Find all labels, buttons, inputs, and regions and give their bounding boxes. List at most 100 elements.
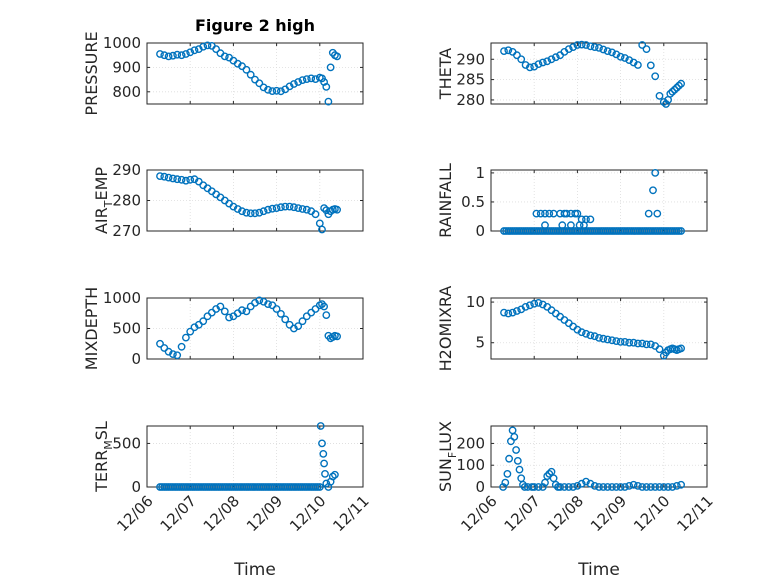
data-point <box>638 41 647 49</box>
data-point <box>655 483 664 491</box>
data-point <box>526 63 534 72</box>
data-point <box>672 83 681 92</box>
data-point <box>590 332 599 341</box>
data-point <box>677 79 685 88</box>
data-point <box>545 209 554 218</box>
data-point <box>238 306 246 315</box>
data-point <box>255 296 264 305</box>
data-point <box>324 97 333 106</box>
y-tick-label: 1000 <box>103 34 141 52</box>
data-point <box>276 309 285 318</box>
data-point <box>612 337 621 345</box>
data-point <box>181 176 190 185</box>
data-point <box>662 100 670 108</box>
data-point <box>651 168 660 177</box>
data-point <box>186 327 195 336</box>
data-point <box>638 483 647 491</box>
data-point <box>164 52 173 61</box>
data-point <box>510 432 519 441</box>
y-axis-label: SUNFLUX <box>436 421 459 492</box>
y-tick-label: 285 <box>456 71 485 89</box>
data-point <box>577 328 586 337</box>
data-point <box>556 483 564 491</box>
x-tick-label: 12/10 <box>630 492 673 535</box>
data-point <box>621 54 629 62</box>
data-point <box>289 80 298 88</box>
series-mixdepth <box>156 296 341 360</box>
data-point <box>534 60 543 68</box>
y-axis-label: H2OMIXRA <box>436 286 455 372</box>
data-point <box>675 81 683 90</box>
data-point <box>668 87 677 96</box>
data-point <box>181 333 190 342</box>
data-point <box>298 205 307 213</box>
data-point <box>625 481 634 490</box>
data-point <box>564 483 573 491</box>
data-point <box>500 47 508 55</box>
x-tick-label: 12/07 <box>501 492 544 535</box>
data-point <box>642 483 651 491</box>
data-point <box>599 334 608 343</box>
data-point <box>173 351 182 360</box>
data-point <box>577 40 586 49</box>
data-point <box>311 210 320 219</box>
panel-rainfall: 0 0.5 1 RAINFALL <box>436 163 708 240</box>
data-point <box>503 469 512 478</box>
data-point <box>264 205 272 214</box>
data-point <box>298 76 307 85</box>
data-point <box>642 340 651 349</box>
data-point <box>586 215 595 224</box>
data-point <box>259 207 268 216</box>
data-point <box>642 45 651 53</box>
data-point <box>573 209 582 218</box>
data-point <box>655 345 664 354</box>
chart-title: Figure 2 high <box>195 16 315 35</box>
data-point <box>276 87 285 96</box>
data-point <box>651 483 660 491</box>
y-tick-label: 100 <box>456 456 485 474</box>
data-point <box>319 449 328 458</box>
data-point <box>547 55 556 64</box>
data-point <box>504 46 513 55</box>
x-axis-label: Time <box>577 560 620 580</box>
data-point <box>272 204 281 213</box>
data-point <box>616 483 625 491</box>
y-tick-label: 0 <box>131 350 141 368</box>
x-tick-label: 12/11 <box>673 492 716 535</box>
data-point <box>512 446 520 454</box>
data-point <box>530 299 539 308</box>
y-axis-label: MIXDEPTH <box>82 287 101 370</box>
data-point <box>268 87 277 96</box>
data-point <box>603 47 612 55</box>
data-point <box>315 483 324 491</box>
y-tick-label: 270 <box>112 222 141 240</box>
data-point <box>168 350 177 358</box>
data-point <box>160 51 169 60</box>
y-tick-label: 290 <box>456 50 485 68</box>
data-point <box>651 72 660 81</box>
data-point <box>294 322 303 330</box>
data-point <box>560 483 569 491</box>
data-point <box>536 209 545 218</box>
data-point <box>168 174 177 183</box>
x-tick-label: 12/10 <box>286 492 329 535</box>
data-point <box>504 309 513 318</box>
data-point <box>541 221 549 230</box>
y-tick-label: 1 <box>475 164 485 182</box>
y-tick-label: 0 <box>131 478 141 496</box>
x-tick-label: 12/07 <box>157 492 200 535</box>
data-point <box>276 203 285 212</box>
data-point <box>634 481 642 490</box>
data-point <box>599 483 608 491</box>
data-point <box>320 204 328 213</box>
data-point <box>302 205 311 214</box>
data-point <box>513 51 521 60</box>
data-point <box>586 42 595 51</box>
data-point <box>520 483 529 491</box>
data-point <box>264 300 272 308</box>
series-air-t-emp <box>156 172 341 234</box>
